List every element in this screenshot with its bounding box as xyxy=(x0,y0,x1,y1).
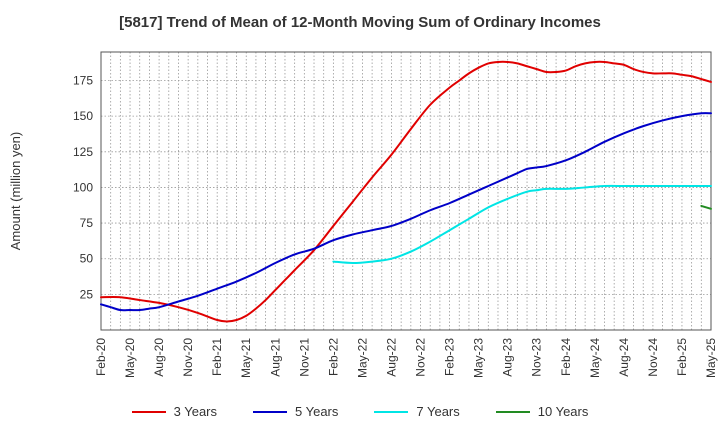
series-line-7-years xyxy=(332,184,712,264)
chart-title: [5817] Trend of Mean of 12-Month Moving … xyxy=(119,14,601,31)
y-tick-label: 150 xyxy=(73,109,93,123)
y-tick-labels: 25 50 75 100 125 150 175 xyxy=(73,74,93,302)
x-tick-label: Feb-25 xyxy=(675,338,689,376)
x-tick-label: May-24 xyxy=(588,338,602,378)
x-tick-label: Aug-21 xyxy=(268,338,282,377)
series-line-5-years xyxy=(100,112,712,312)
y-tick-label: 175 xyxy=(73,74,93,88)
x-tick-labels: Feb-20 May-20 Aug-20 Nov-20 Feb-21 May-21 Aug-… xyxy=(94,338,718,378)
y-tick-label: 100 xyxy=(73,180,93,194)
legend-swatch xyxy=(374,410,409,413)
x-tick-label: Feb-21 xyxy=(210,338,224,376)
x-tick-label: Nov-21 xyxy=(297,338,311,377)
y-tick-label: 75 xyxy=(80,216,94,230)
legend-item-7-years: 7 Years xyxy=(374,404,460,419)
legend-item-3-years: 3 Years xyxy=(131,404,217,419)
x-tick-label: Nov-20 xyxy=(181,338,195,377)
x-tick-label: Aug-20 xyxy=(152,338,166,377)
x-tick-label: May-20 xyxy=(123,338,137,378)
x-tick-label: Feb-23 xyxy=(443,338,457,376)
series-line-10-years xyxy=(700,204,712,210)
x-tick-label: Feb-24 xyxy=(559,338,573,376)
grid-lines xyxy=(101,52,711,330)
legend-swatch xyxy=(495,410,530,413)
x-tick-label: Feb-22 xyxy=(326,338,340,376)
legend-label: 10 Years xyxy=(537,404,589,419)
x-tick-label: Aug-23 xyxy=(501,338,515,377)
legend-label: 5 Years xyxy=(295,404,339,419)
legend-item-5-years: 5 Years xyxy=(253,404,338,419)
x-tick-label: Nov-24 xyxy=(646,338,660,377)
y-axis-label: Amount (million yen) xyxy=(8,132,23,251)
x-tick-label: May-21 xyxy=(239,338,253,378)
plot-frame xyxy=(100,51,712,331)
y-tick-label: 25 xyxy=(80,287,94,301)
x-tick-label: May-23 xyxy=(472,338,486,378)
legend-item-10-years: 10 Years xyxy=(495,404,589,419)
legend-swatch xyxy=(131,410,166,413)
x-tick-label: May-25 xyxy=(704,338,718,378)
x-tick-label: Aug-24 xyxy=(617,338,631,377)
x-tick-label: Nov-23 xyxy=(530,338,544,377)
series-lines xyxy=(100,60,712,323)
x-tick-label: Nov-22 xyxy=(414,338,428,377)
y-tick-label: 50 xyxy=(80,252,94,266)
legend: 3 Years 5 Years 7 Years 10 Years xyxy=(0,404,720,419)
legend-label: 7 Years xyxy=(416,404,460,419)
x-tick-label: Aug-22 xyxy=(384,338,398,377)
x-tick-label: Feb-20 xyxy=(94,338,108,376)
legend-label: 3 Years xyxy=(173,404,217,419)
legend-swatch xyxy=(253,410,287,413)
series-line-3-years xyxy=(100,60,712,323)
x-tick-label: May-22 xyxy=(355,338,369,378)
y-tick-label: 125 xyxy=(73,145,93,159)
